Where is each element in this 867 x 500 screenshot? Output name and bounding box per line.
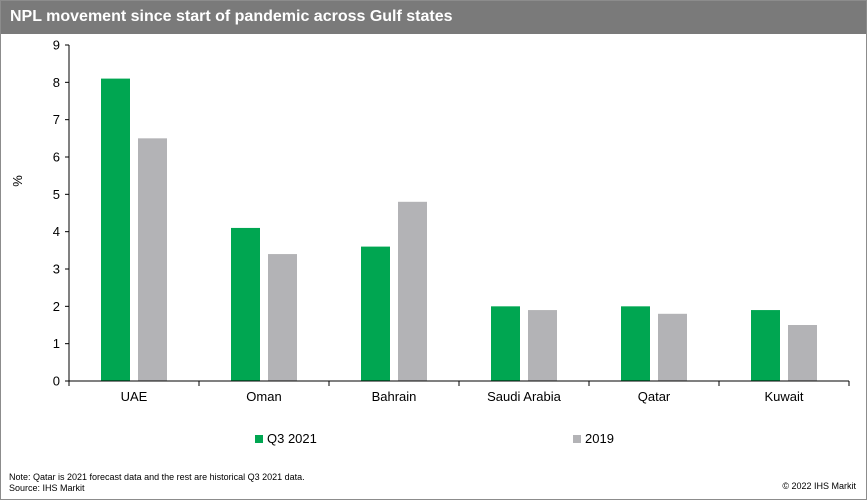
y-tick-label: 5 bbox=[53, 187, 60, 202]
legend-swatch-2019 bbox=[573, 435, 581, 443]
legend-label-q3-2021: Q3 2021 bbox=[267, 431, 317, 446]
bar-qatar-q3-2021 bbox=[621, 306, 650, 381]
bar-bahrain-2019 bbox=[398, 201, 427, 381]
legend: Q3 2021 2019 bbox=[255, 431, 614, 446]
copyright: © 2022 IHS Markit bbox=[782, 481, 856, 491]
x-tick-label: Saudi Arabia bbox=[487, 389, 561, 404]
bar-saudi-arabia-2019 bbox=[528, 310, 557, 381]
bar-uae-q3-2021 bbox=[101, 78, 130, 381]
y-tick-label: 1 bbox=[53, 336, 60, 351]
chart-title: NPL movement since start of pandemic acr… bbox=[10, 8, 453, 25]
title-bar: NPL movement since start of pandemic acr… bbox=[1, 1, 866, 34]
bar-oman-2019 bbox=[268, 254, 297, 381]
axes-layer: 0 1 2 3 4 5 6 7 8 9 UAE Oman Bahrain Saudi Arabia Qata… bbox=[10, 38, 850, 404]
bar-bahrain-q3-2021 bbox=[361, 246, 390, 381]
bar-oman-q3-2021 bbox=[231, 227, 260, 381]
bar-kuwait-q3-2021 bbox=[751, 310, 780, 381]
x-tick-label: Kuwait bbox=[764, 389, 803, 404]
y-tick-label: 3 bbox=[53, 262, 60, 277]
y-tick-label: 0 bbox=[53, 374, 60, 389]
bar-uae-2019 bbox=[138, 138, 167, 381]
bar-qatar-2019 bbox=[658, 313, 687, 381]
x-tick-label: Bahrain bbox=[372, 389, 417, 404]
x-tick-label: Oman bbox=[246, 389, 281, 404]
bars-layer bbox=[101, 78, 817, 381]
y-tick-label: 7 bbox=[53, 112, 60, 127]
bar-kuwait-2019 bbox=[788, 325, 817, 381]
y-tick-label: 4 bbox=[53, 224, 60, 239]
y-tick-label: 6 bbox=[53, 150, 60, 165]
legend-swatch-q3-2021 bbox=[255, 435, 263, 443]
footnote: Note: Qatar is 2021 forecast data and th… bbox=[9, 472, 305, 494]
y-tick-label: 9 bbox=[53, 38, 60, 53]
footnote-source: Source: IHS Markit bbox=[9, 483, 85, 493]
footnote-note: Note: Qatar is 2021 forecast data and th… bbox=[9, 472, 305, 482]
x-tick-label: UAE bbox=[121, 389, 148, 404]
legend-label-2019: 2019 bbox=[585, 431, 614, 446]
y-tick-label: 8 bbox=[53, 75, 60, 90]
x-tick-label: Qatar bbox=[638, 389, 671, 404]
y-axis-label: % bbox=[10, 175, 25, 187]
y-tick-label: 2 bbox=[53, 299, 60, 314]
bar-saudi-arabia-q3-2021 bbox=[491, 306, 520, 381]
